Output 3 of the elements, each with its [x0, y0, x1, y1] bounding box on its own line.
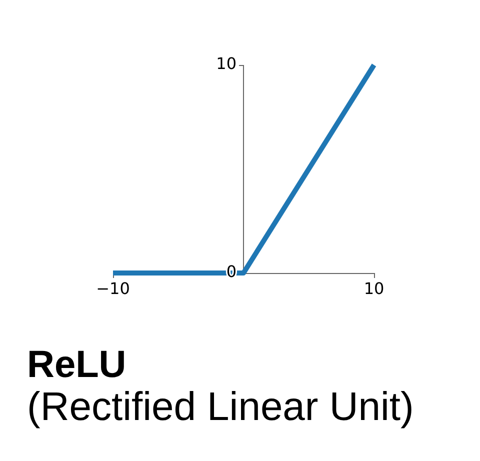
x-tick-label: −10 — [96, 278, 130, 298]
text: ReLU — [27, 344, 126, 386]
text: (Rectified Linear Unit) — [27, 385, 414, 429]
